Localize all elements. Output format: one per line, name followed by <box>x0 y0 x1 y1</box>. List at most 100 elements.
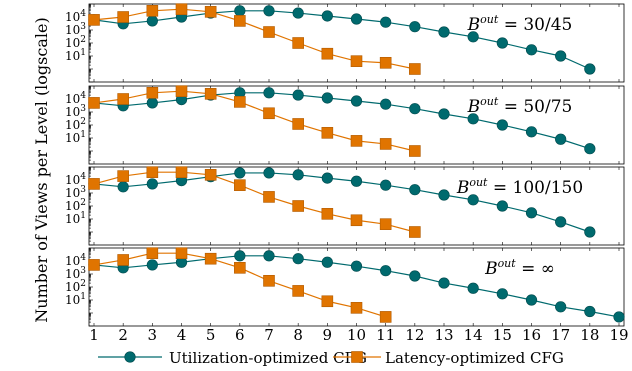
data-point-utilization <box>117 181 129 193</box>
x-tick-label: 5 <box>206 326 216 344</box>
data-point-utilization <box>409 184 421 196</box>
data-point-utilization <box>292 89 304 101</box>
data-point-latency <box>292 285 304 297</box>
data-point-latency <box>117 254 129 266</box>
panel-label: Bout = ∞ <box>484 257 555 279</box>
data-point-latency <box>234 96 246 108</box>
x-tick-label: 3 <box>148 326 158 344</box>
y-tick-label: 101 <box>65 292 86 307</box>
y-tick-label: 103 <box>65 266 86 281</box>
data-point-latency <box>292 200 304 212</box>
data-point-latency <box>146 4 159 17</box>
data-point-utilization <box>321 256 333 268</box>
series-latency <box>88 85 421 157</box>
x-tick-label: 13 <box>434 326 453 344</box>
y-tick-label: 104 <box>65 172 86 187</box>
y-tick-label: 101 <box>65 48 86 63</box>
data-point-utilization <box>438 277 450 289</box>
data-point-latency <box>321 127 334 139</box>
data-point-utilization <box>409 270 421 282</box>
data-point-utilization <box>321 92 333 104</box>
data-point-latency <box>234 15 246 27</box>
data-point-latency <box>350 302 363 314</box>
data-point-latency <box>379 56 392 69</box>
data-point-latency <box>146 247 159 259</box>
x-tick-label: 14 <box>464 326 483 344</box>
panel-label: Bout = 50/75 <box>467 95 573 117</box>
data-point-latency <box>117 11 129 23</box>
panel-label: Bout = 30/45 <box>467 13 573 35</box>
data-point-latency <box>321 47 334 60</box>
data-point-utilization <box>409 103 421 115</box>
data-point-utilization <box>555 301 567 313</box>
data-point-latency <box>204 169 217 181</box>
data-point-utilization <box>350 260 363 272</box>
data-point-utilization <box>584 305 596 318</box>
data-point-latency <box>146 86 159 99</box>
series-latency <box>88 166 421 238</box>
data-point-utilization <box>525 207 538 219</box>
data-point-latency <box>409 63 421 75</box>
x-tick-label: 19 <box>609 326 628 344</box>
series-line <box>93 171 415 233</box>
data-point-utilization <box>380 16 392 28</box>
y-tick-label: 104 <box>65 253 86 268</box>
x-tick-label: 8 <box>293 326 303 344</box>
legend-label-latency: Latency-optimized CFG <box>385 349 564 367</box>
data-point-utilization <box>146 259 158 271</box>
data-point-utilization <box>380 98 392 110</box>
data-point-utilization <box>467 31 479 43</box>
data-point-utilization <box>467 113 479 125</box>
data-point-utilization <box>467 194 479 206</box>
legend-marker-utilization <box>124 351 136 363</box>
x-tick-label: 11 <box>376 326 395 344</box>
data-point-utilization <box>496 200 508 212</box>
data-point-utilization <box>584 143 596 155</box>
legend-label-utilization: Utilization-optimized CFG <box>169 349 367 367</box>
data-point-latency <box>409 145 421 157</box>
data-point-utilization <box>496 37 508 49</box>
data-point-utilization <box>292 7 304 19</box>
x-tick-label: 9 <box>323 326 333 344</box>
data-point-utilization <box>146 178 158 190</box>
data-point-utilization <box>292 169 304 181</box>
x-tick-label: 15 <box>493 326 512 344</box>
x-tick-label: 7 <box>264 326 274 344</box>
data-point-latency <box>350 214 363 227</box>
series-utilization <box>88 5 596 75</box>
data-point-latency <box>350 55 363 67</box>
y-tick-label: 101 <box>65 130 86 145</box>
series-latency <box>88 3 421 75</box>
x-tick-label: 16 <box>522 326 541 344</box>
y-tick-label: 104 <box>65 91 86 106</box>
data-point-latency <box>263 26 275 38</box>
data-point-latency <box>379 311 392 323</box>
data-point-latency <box>175 247 188 259</box>
data-point-utilization <box>496 119 508 131</box>
data-point-utilization <box>555 216 567 228</box>
series-utilization <box>88 250 625 323</box>
series-line <box>93 90 415 152</box>
data-point-latency <box>263 191 275 203</box>
x-tick-label: 17 <box>551 326 570 344</box>
data-point-utilization <box>525 126 538 138</box>
data-point-utilization <box>263 87 275 99</box>
data-point-utilization <box>438 26 450 38</box>
data-point-latency <box>204 6 217 18</box>
data-point-utilization <box>321 172 333 184</box>
data-point-utilization <box>292 253 304 265</box>
data-point-latency <box>292 37 304 49</box>
data-point-latency <box>175 3 188 15</box>
legend-marker-latency <box>351 351 363 363</box>
data-point-latency <box>321 208 334 220</box>
x-tick-label: 12 <box>405 326 424 344</box>
data-point-utilization <box>380 265 392 277</box>
data-point-latency <box>117 170 129 182</box>
data-point-utilization <box>263 5 275 17</box>
data-point-latency <box>234 261 246 274</box>
data-point-utilization <box>438 108 450 120</box>
data-point-utilization <box>584 226 596 238</box>
data-point-latency <box>350 135 363 147</box>
